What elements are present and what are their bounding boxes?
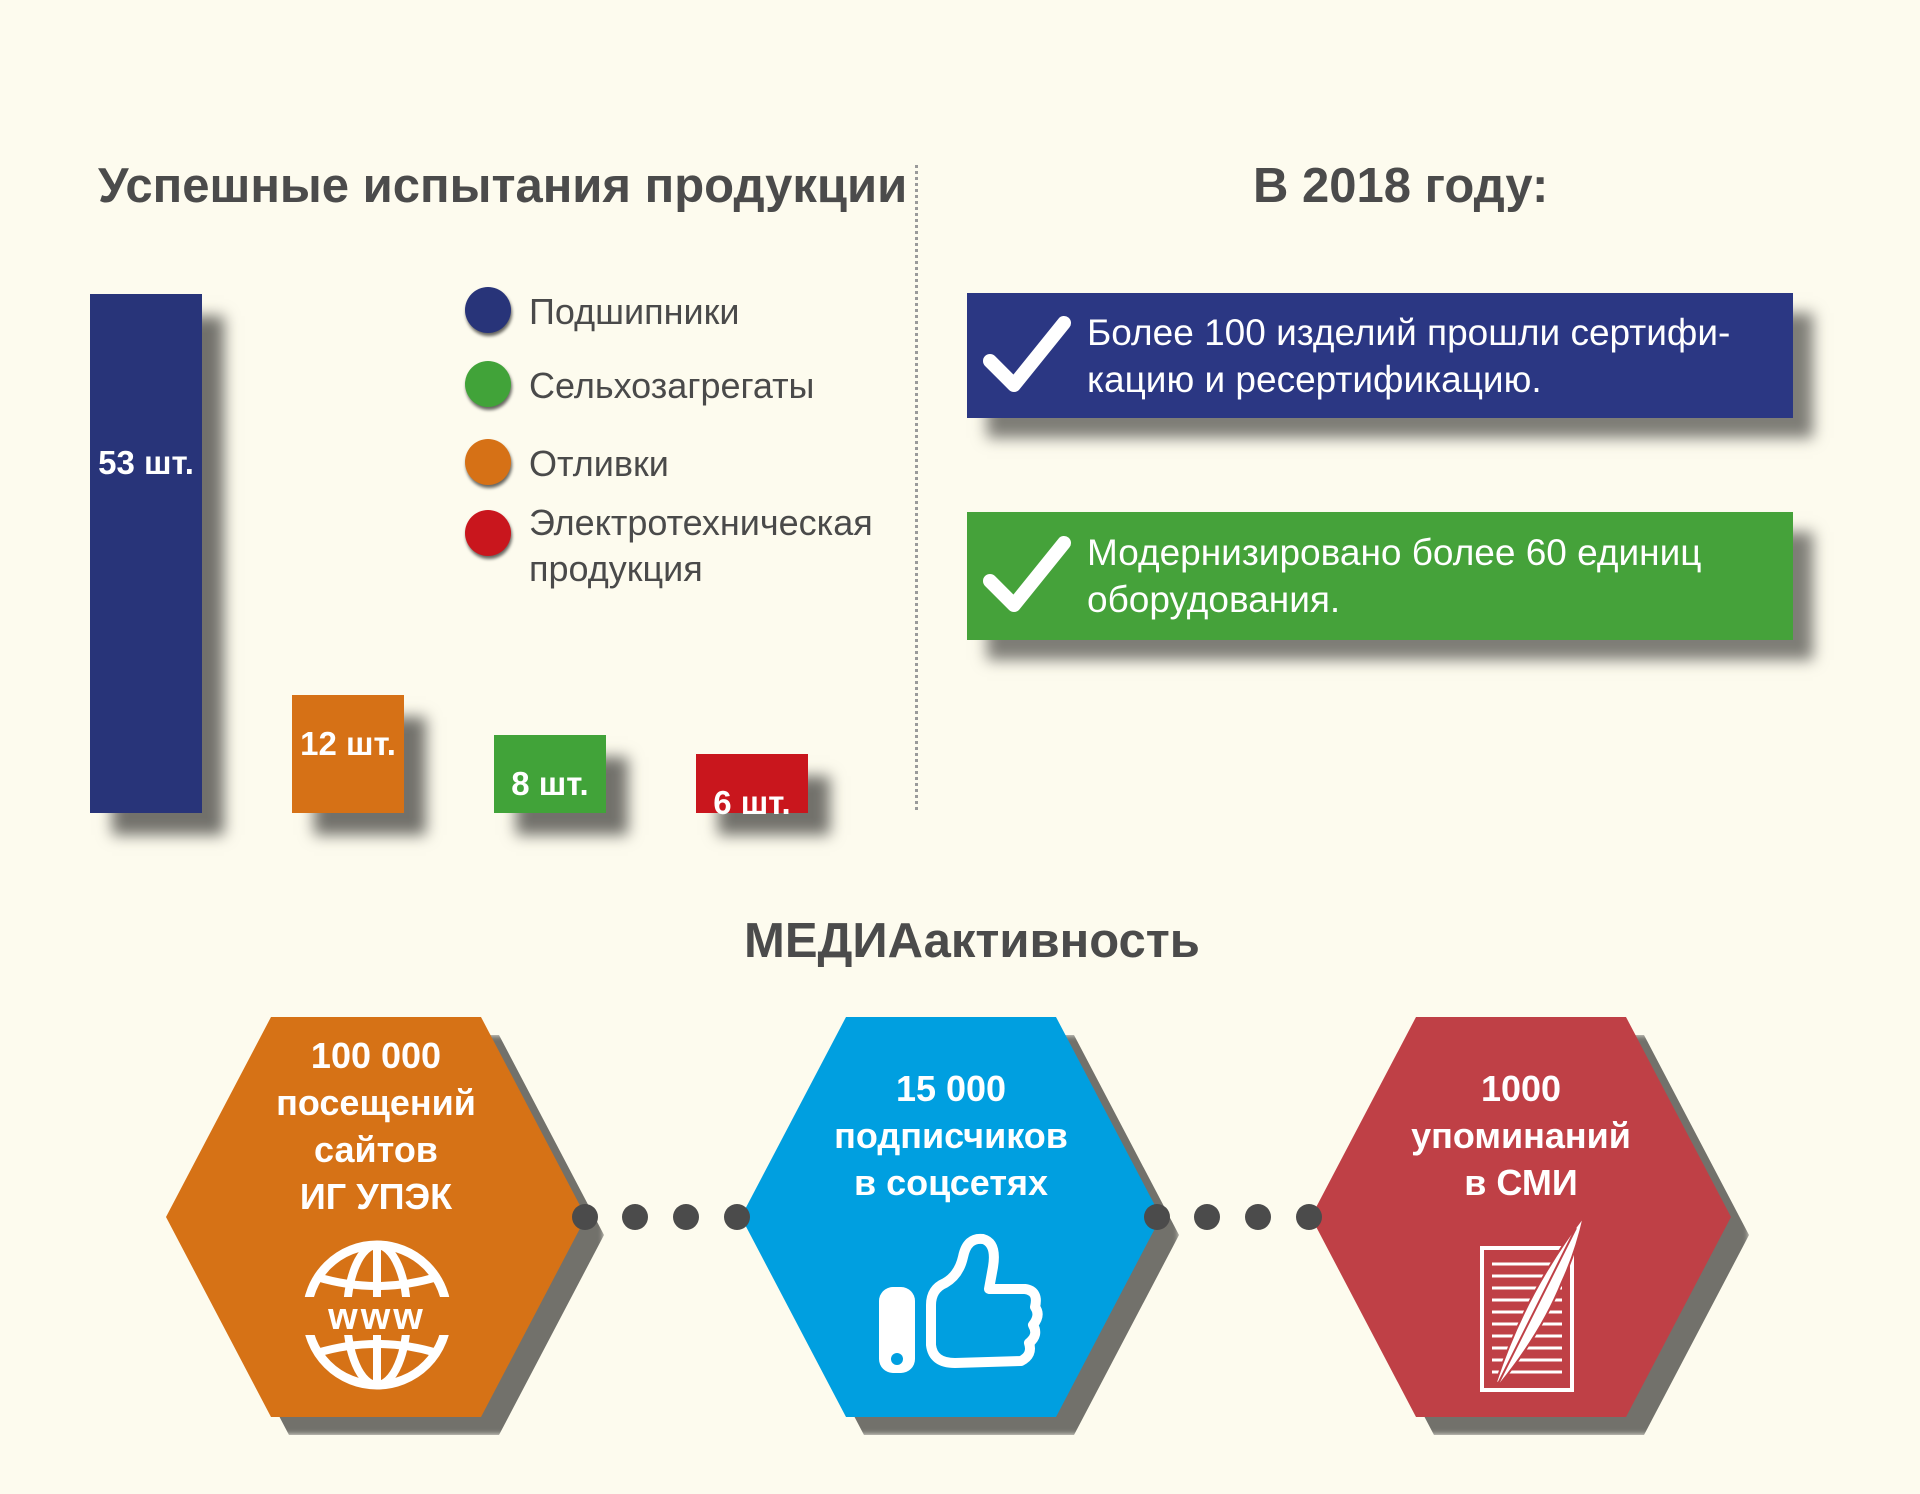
legend-label: Подшипники <box>529 291 740 332</box>
media-value: 15 000 <box>895 1068 1007 1109</box>
chart-title: Успешные испытания продукции <box>98 159 908 213</box>
checkmark-icon <box>967 533 1087 619</box>
bar-value-label: 8 шт. <box>511 764 589 802</box>
media-title: МЕДИАактивность <box>744 914 1200 968</box>
bar: 8 шт. <box>494 734 606 813</box>
legend-label: Электротехническая продукция <box>529 502 873 589</box>
bar: 12 шт. <box>292 695 404 813</box>
legend-dot <box>465 439 511 485</box>
legend-dot <box>465 510 511 556</box>
bar: 6 шт. <box>696 754 808 821</box>
media-line: упоминаний <box>1411 1115 1631 1156</box>
media-hex-subscribers: 15 000 подписчиков в соцсетях <box>741 1017 1179 1435</box>
legend-item-agri: Сельхозагрегаты <box>465 361 889 409</box>
legend-item-castings: Отливки <box>465 439 889 487</box>
connector-dot <box>572 1204 598 1230</box>
bar: 53 шт. <box>90 294 202 813</box>
connector-dot <box>1245 1204 1271 1230</box>
section-divider <box>915 165 918 810</box>
media-line: подписчиков <box>834 1115 1068 1156</box>
bar-value-label: 6 шт. <box>713 784 791 822</box>
media-line: посещений <box>276 1082 476 1123</box>
globe-www-icon: www <box>299 1240 455 1390</box>
connector-dot <box>622 1204 648 1230</box>
bar-value-label: 53 шт. <box>98 444 194 481</box>
legend-label: Отливки <box>529 443 669 484</box>
media-value: 100 000 <box>310 1035 442 1076</box>
achievement-box-modernization: Модернизировано более 60 единиц оборудов… <box>967 512 1793 640</box>
connector-dot <box>724 1204 750 1230</box>
achievement-text: Модернизировано более 60 единиц оборудов… <box>1087 532 1702 620</box>
svg-text:www: www <box>327 1296 426 1338</box>
connector-dot <box>1194 1204 1220 1230</box>
media-hex-mentions: 1000 упоминаний в СМИ <box>1311 1017 1749 1435</box>
legend-item-electrical: Электротехническая продукция <box>465 500 889 592</box>
media-line: сайтов <box>314 1129 438 1170</box>
connector-dot <box>1144 1204 1170 1230</box>
media-line: в СМИ <box>1464 1162 1578 1203</box>
connector-dot <box>673 1204 699 1230</box>
legend-item-bearings: Подшипники <box>465 287 889 335</box>
checkmark-icon <box>967 313 1087 399</box>
media-value: 1000 <box>1480 1068 1562 1109</box>
media-line: ИГ УПЭК <box>299 1176 453 1217</box>
bar-value-label: 12 шт. <box>300 725 396 763</box>
connector-dot <box>1296 1204 1322 1230</box>
media-hex-visits: 100 000 посещений сайтов ИГ УПЭК www <box>166 1017 604 1435</box>
achievement-text: Более 100 изделий прошли сертифи-кацию и… <box>1087 311 1731 400</box>
legend-label: Сельхозагрегаты <box>529 365 815 406</box>
legend-dot <box>465 287 511 333</box>
legend-dot <box>465 361 511 407</box>
document-quill-icon <box>1480 1215 1585 1392</box>
achievement-box-certification: Более 100 изделий прошли сертифи-кацию и… <box>967 293 1793 418</box>
year-title: В 2018 году: <box>1253 159 1549 213</box>
media-line: в соцсетях <box>853 1162 1049 1203</box>
thumbs-up-icon <box>879 1233 1043 1373</box>
